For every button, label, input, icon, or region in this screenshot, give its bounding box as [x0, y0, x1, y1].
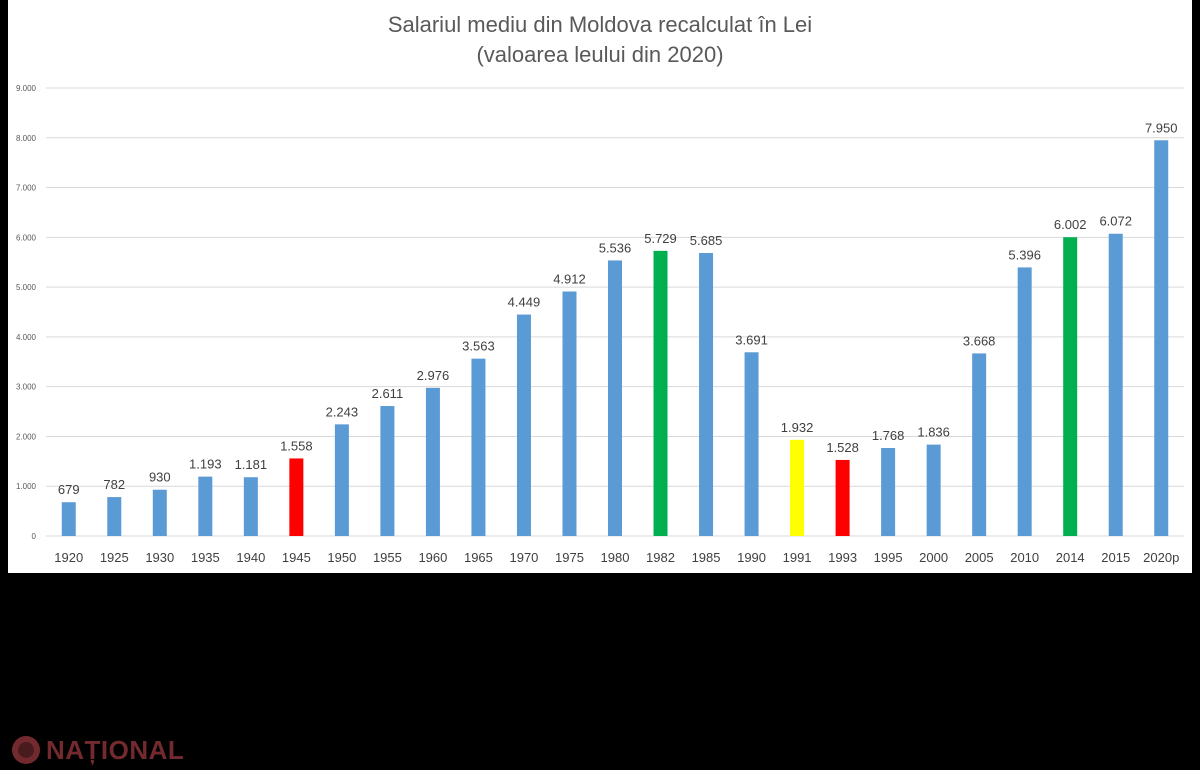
x-tick-label: 2005: [965, 550, 994, 565]
bar-1982: [653, 250, 668, 536]
y-tick-label: 4.000: [16, 333, 37, 342]
bar-2020p: [1154, 140, 1169, 536]
x-tick-label: 1980: [601, 550, 630, 565]
y-tick-label: 3.000: [16, 383, 37, 392]
y-tick-label: 5.000: [16, 283, 37, 292]
national-logo-icon: [12, 736, 40, 764]
value-label: 6.072: [1099, 214, 1132, 229]
x-tick-label: 1995: [874, 550, 903, 565]
x-tick-label: 1990: [737, 550, 766, 565]
chart-title-block: Salariul mediu din Moldova recalculat în…: [0, 10, 1200, 70]
bar-1945: [289, 458, 304, 536]
y-axis-ticks: 0 1.000 2.000 3.000 4.000 5.000 6.000 7.000 8.00…: [16, 84, 37, 541]
x-tick-label: 1970: [509, 550, 538, 565]
bar-1965: [471, 358, 486, 536]
bar-1935: [198, 476, 213, 536]
value-label: 1.836: [917, 425, 950, 440]
x-tick-label: 1950: [327, 550, 356, 565]
value-label: 5.536: [599, 240, 632, 255]
bar-2000: [926, 444, 941, 536]
value-label: 3.691: [735, 332, 768, 347]
value-label: 5.396: [1008, 247, 1041, 262]
value-label: 2.976: [417, 368, 450, 383]
y-tick-label: 8.000: [16, 134, 37, 143]
value-label: 4.912: [553, 271, 586, 286]
x-tick-label: 2015: [1101, 550, 1130, 565]
x-tick-label: 2000: [919, 550, 948, 565]
value-label: 782: [103, 477, 125, 492]
x-tick-label: 2020p: [1143, 550, 1179, 565]
value-label: 1.558: [280, 438, 313, 453]
x-tick-label: 1982: [646, 550, 675, 565]
x-tick-label: 1965: [464, 550, 493, 565]
x-axis-ticks: 1920 1925 1930 1935 1940 1945 1950 1955 1960 1965…: [54, 550, 1179, 565]
chart-title: Salariul mediu din Moldova recalculat în…: [387, 12, 813, 37]
value-label: 2.611: [372, 386, 404, 401]
x-tick-label: 1945: [282, 550, 311, 565]
value-label: 1.768: [872, 428, 905, 443]
x-tick-label: 1955: [373, 550, 402, 565]
bar-1940: [243, 477, 258, 536]
x-tick-label: 1930: [145, 550, 174, 565]
value-label: 5.729: [644, 231, 677, 246]
value-label: 679: [58, 482, 80, 497]
value-label: 1.932: [781, 420, 814, 435]
bar-1920: [61, 502, 76, 536]
bar-1950: [334, 424, 349, 536]
value-label: 930: [149, 470, 171, 485]
x-tick-label: 1985: [692, 550, 721, 565]
value-label: 3.668: [963, 333, 996, 348]
y-tick-label: 9.000: [16, 84, 37, 93]
watermark-text: NAȚIONAL: [46, 734, 185, 765]
y-tick-label: 6.000: [16, 233, 37, 242]
bars: [61, 140, 1169, 537]
x-tick-label: 1975: [555, 550, 584, 565]
bar-2005: [972, 353, 987, 536]
value-label: 1.528: [826, 440, 859, 455]
x-tick-label: 1960: [418, 550, 447, 565]
value-label: 7.950: [1145, 120, 1178, 135]
bar-2014: [1063, 237, 1078, 537]
y-tick-label: 0: [32, 532, 37, 541]
value-label: 1.193: [189, 457, 222, 472]
y-tick-label: 1.000: [16, 482, 37, 491]
value-labels: 679 782 930 1.193 1.181 1.558 2.243 2.611 2.976 3…: [58, 120, 1178, 497]
x-tick-label: 1940: [236, 550, 265, 565]
value-label: 5.685: [690, 233, 723, 248]
x-tick-label: 1920: [54, 550, 83, 565]
value-label: 3.563: [462, 339, 495, 354]
x-tick-label: 2014: [1056, 550, 1085, 565]
value-label: 4.449: [508, 295, 541, 310]
x-tick-label: 1991: [783, 550, 812, 565]
bar-1985: [699, 253, 714, 536]
bar-1991: [790, 439, 805, 536]
chart-subtitle: (valoarea leului din 2020): [476, 42, 724, 67]
bar-1995: [881, 447, 896, 536]
bar-1930: [152, 489, 167, 536]
bar-1970: [516, 314, 531, 536]
y-tick-label: 2.000: [16, 432, 37, 441]
y-tick-label: 7.000: [16, 184, 37, 193]
value-label: 1.181: [235, 457, 268, 472]
bar-chart: 0 1.000 2.000 3.000 4.000 5.000 6.000 7.000 8.00…: [16, 84, 1184, 565]
value-label: 2.243: [326, 404, 359, 419]
x-tick-label: 2010: [1010, 550, 1039, 565]
bar-1960: [425, 387, 440, 536]
bar-1925: [107, 497, 122, 536]
bar-1990: [744, 352, 759, 536]
bar-1980: [608, 260, 622, 536]
x-tick-label: 1925: [100, 550, 129, 565]
bar-2015: [1108, 233, 1123, 536]
x-tick-label: 1993: [828, 550, 857, 565]
bar-1975: [562, 291, 577, 536]
value-label: 6.002: [1054, 217, 1087, 232]
national-logo-watermark: NAȚIONAL: [10, 733, 184, 767]
bar-2010: [1017, 267, 1032, 536]
bar-1955: [380, 406, 395, 536]
x-tick-label: 1935: [191, 550, 220, 565]
bar-1993: [835, 459, 850, 536]
